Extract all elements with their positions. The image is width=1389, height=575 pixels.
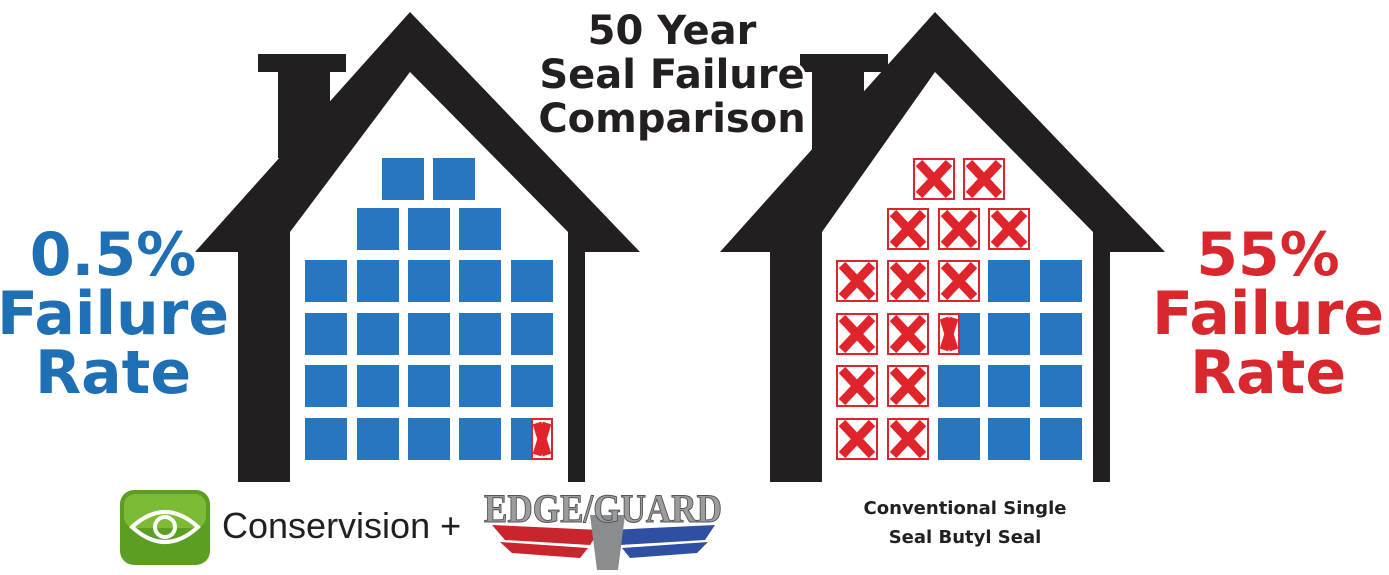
conservision-icon [120, 490, 210, 565]
window [357, 418, 399, 460]
caption: Seal Butyl Seal [889, 527, 1042, 548]
window [408, 208, 450, 250]
window [988, 418, 1030, 460]
window [357, 365, 399, 407]
window [511, 313, 553, 355]
window [511, 418, 531, 460]
chimney-cap-left [258, 54, 346, 72]
logo-text: EDGE/GUARD [484, 486, 722, 531]
window [382, 158, 424, 200]
chimney-right [812, 68, 864, 158]
window [459, 313, 501, 355]
window [1040, 365, 1082, 407]
infographic: 50 Year Seal Failure Comparison 0.5% Fai… [0, 0, 1389, 575]
window [357, 260, 399, 302]
brand: Conservision + [222, 505, 461, 546]
window [960, 313, 980, 355]
caption: Conventional Single [864, 498, 1067, 519]
window [511, 365, 553, 407]
window [938, 365, 980, 407]
window [305, 418, 347, 460]
window [357, 313, 399, 355]
failed-mark [537, 423, 547, 455]
window [988, 313, 1030, 355]
window [305, 260, 347, 302]
window [988, 365, 1030, 407]
window [1040, 260, 1082, 302]
window [408, 313, 450, 355]
window [408, 418, 450, 460]
failed-mark [944, 318, 954, 350]
chimney-left [278, 68, 330, 158]
right-rate-label: Rate [1190, 338, 1346, 408]
window [938, 418, 980, 460]
window [433, 158, 475, 200]
window [459, 365, 501, 407]
window [988, 260, 1030, 302]
window [1040, 313, 1082, 355]
window [408, 365, 450, 407]
window [511, 260, 553, 302]
window [357, 208, 399, 250]
title-line: Seal Failure [539, 52, 804, 98]
window [459, 208, 501, 250]
title-line: Comparison [538, 96, 805, 142]
window [408, 260, 450, 302]
edgeguard-logo: EDGE/GUARD [484, 486, 722, 570]
title-line: 50 Year [588, 8, 757, 54]
window [1040, 418, 1082, 460]
window [305, 313, 347, 355]
chimney-cap-right [800, 54, 888, 72]
window [305, 365, 347, 407]
left-rate-label: Rate [35, 338, 191, 408]
window [459, 418, 501, 460]
window [459, 260, 501, 302]
